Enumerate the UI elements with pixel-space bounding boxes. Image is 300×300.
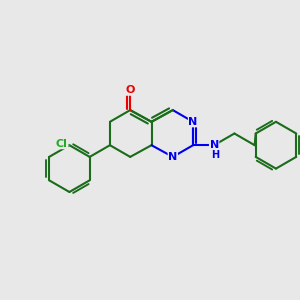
Text: N: N <box>188 117 198 127</box>
Text: Cl: Cl <box>56 139 68 149</box>
Text: N: N <box>209 140 219 150</box>
Text: O: O <box>125 85 135 95</box>
Text: H: H <box>211 150 219 160</box>
Text: N: N <box>168 152 177 162</box>
